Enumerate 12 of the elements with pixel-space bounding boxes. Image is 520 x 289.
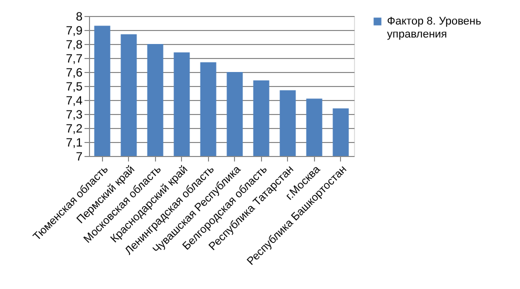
y-tick-label: 7,1 [66, 136, 83, 150]
y-tick-label: 7,8 [66, 38, 83, 52]
y-tick-label: 7 [76, 150, 83, 164]
y-tick-label: 7,3 [66, 108, 83, 122]
y-tick-label: 7,9 [66, 24, 83, 38]
y-tick-label: 7,7 [66, 52, 83, 66]
y-tick-label: 7,2 [66, 122, 83, 136]
y-tick-label: 7,4 [66, 94, 83, 108]
y-tick-label: 7,6 [66, 66, 83, 80]
legend-label: Фактор 8. Уровень управления [387, 16, 482, 40]
y-tick-label: 7,5 [66, 80, 83, 94]
y-tick-label: 8 [76, 10, 83, 24]
